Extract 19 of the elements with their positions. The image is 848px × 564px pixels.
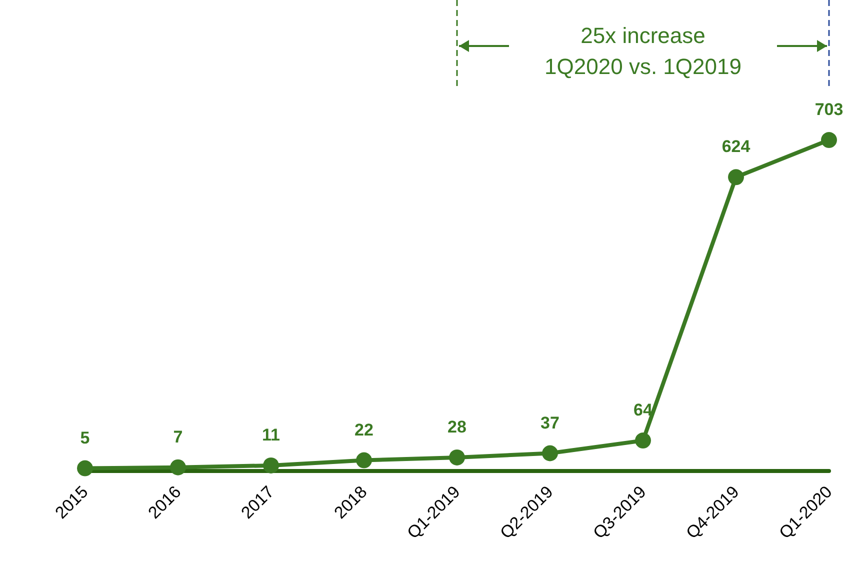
data-label: 11: [262, 425, 280, 444]
data-label: 624: [722, 137, 751, 156]
data-label: 703: [814, 100, 844, 120]
point: [728, 169, 744, 186]
point: [356, 452, 372, 468]
point: [77, 460, 93, 476]
data-label: 37: [540, 413, 560, 432]
data-label: 64: [634, 400, 653, 420]
data-label: 28: [448, 417, 466, 436]
point: [635, 432, 651, 449]
data-label: 22: [354, 420, 374, 440]
point: [821, 132, 837, 148]
point: [170, 459, 186, 476]
text: 25x increase 1Q2020 vs. 1Q2019: [544, 23, 742, 79]
point: [263, 457, 279, 474]
point: [449, 449, 465, 466]
point: [542, 445, 558, 462]
data-label: 5: [80, 428, 90, 448]
data-label: 7: [173, 427, 183, 446]
